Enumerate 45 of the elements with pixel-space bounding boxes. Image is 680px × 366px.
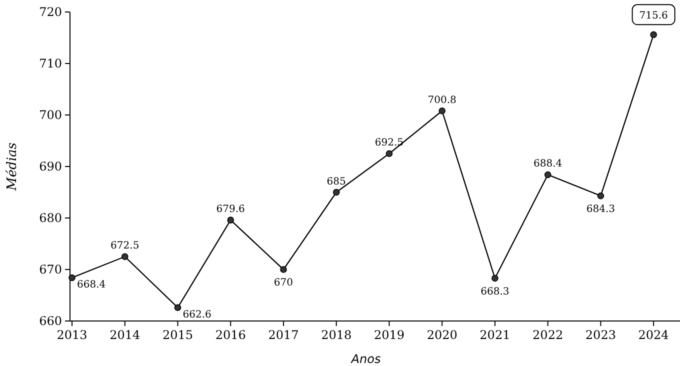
point xyxy=(174,304,182,312)
data-label: 688.4 xyxy=(534,158,562,170)
point xyxy=(68,274,76,282)
x-axis-title: Anos xyxy=(350,352,381,366)
y-tick-label: 660 xyxy=(39,314,62,328)
x-tick-label: 2021 xyxy=(480,328,510,342)
x-tick-label: 2024 xyxy=(638,328,670,342)
y-tick-label: 710 xyxy=(39,56,62,70)
x-tick-label: 2023 xyxy=(585,328,616,342)
point xyxy=(492,274,498,282)
y-tick-label: 690 xyxy=(39,160,62,174)
point xyxy=(280,266,287,273)
point xyxy=(227,216,234,224)
data-label: 668.3 xyxy=(480,286,510,298)
data-label: 684.3 xyxy=(586,204,616,215)
point xyxy=(121,253,128,260)
x-tick-label: 2014 xyxy=(110,328,140,342)
data-label: 672.5 xyxy=(110,240,140,252)
x-tick-label: 2016 xyxy=(215,328,246,342)
x-tick-label: 2019 xyxy=(374,328,404,342)
x-tick-label: 2017 xyxy=(268,328,299,342)
data-label: 692.5 xyxy=(374,138,404,149)
point xyxy=(332,188,340,196)
y-tick-label: 670 xyxy=(39,262,62,276)
point xyxy=(544,171,552,178)
y-axis-title: Médias xyxy=(5,142,20,192)
y-tick-label: 680 xyxy=(39,211,62,225)
data-label: 685 xyxy=(326,176,346,188)
data-label: 715.6 xyxy=(639,10,668,22)
data-label: 670 xyxy=(274,278,294,288)
data-label: 679.6 xyxy=(216,204,245,216)
point xyxy=(438,107,446,114)
x-tick-label: 2015 xyxy=(162,328,194,342)
point xyxy=(650,31,657,38)
x-tick-label: 2018 xyxy=(321,328,352,342)
x-tick-label: 2013 xyxy=(56,328,88,342)
data-label: 668.4 xyxy=(77,280,106,291)
point xyxy=(386,150,393,158)
x-tick-label: 2020 xyxy=(426,328,458,342)
y-tick-label: 700 xyxy=(39,108,62,122)
x-tick-label: 2022 xyxy=(532,328,564,342)
y-tick-label: 720 xyxy=(39,5,62,19)
point xyxy=(597,192,604,200)
data-label: 662.6 xyxy=(182,310,212,321)
data-label: 700.8 xyxy=(428,94,456,106)
